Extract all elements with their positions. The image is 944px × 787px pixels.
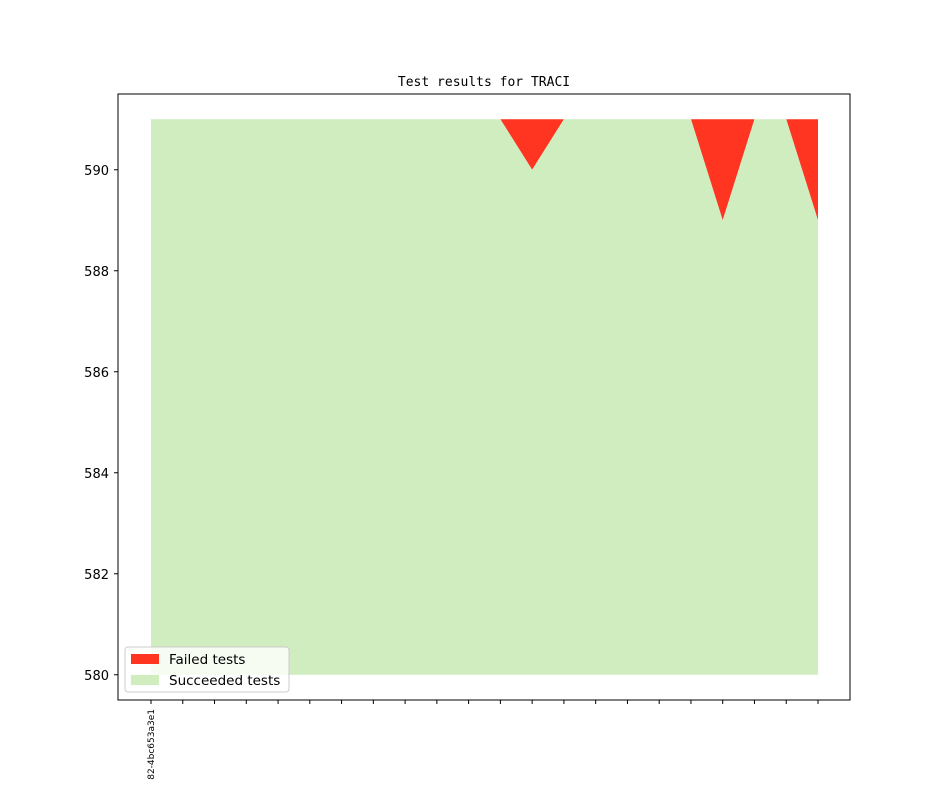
legend: Failed tests Succeeded tests (124, 646, 290, 693)
legend-box (124, 646, 290, 693)
y-tick-label: 584 (84, 467, 109, 482)
series-failed-area (151, 119, 818, 221)
x-axis: 82-4bc653a3e1 (147, 700, 819, 780)
chart-title: Test results for TRACI (398, 75, 570, 90)
y-axis: 580 582 584 586 588 590 (84, 164, 118, 684)
legend-label: Failed tests (169, 652, 245, 668)
legend-swatch (131, 675, 159, 685)
y-tick-label: 582 (84, 568, 109, 583)
y-tick-label: 580 (84, 669, 109, 684)
axes-frame (117, 93, 851, 701)
x-tick-label: 82-4bc653a3e1 (147, 709, 157, 780)
y-tick-label: 588 (84, 265, 109, 280)
y-tick-label: 586 (84, 366, 109, 381)
legend-label: Succeeded tests (169, 673, 280, 689)
plot-area (151, 119, 818, 675)
series-succeeded-area (151, 119, 818, 675)
legend-swatch (131, 654, 159, 664)
y-tick-label: 590 (84, 164, 109, 179)
